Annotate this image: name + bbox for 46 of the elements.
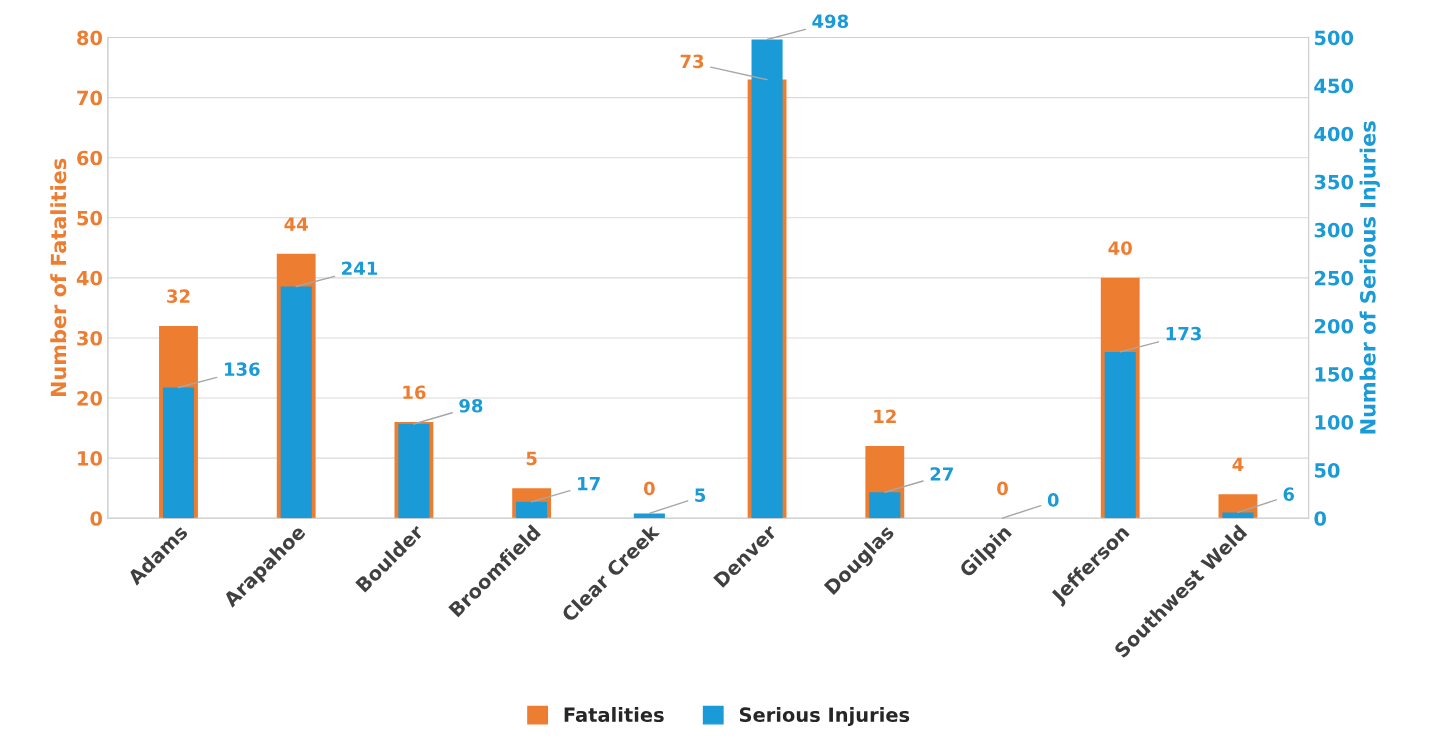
data-label: 0 bbox=[643, 481, 655, 496]
data-label: 173 bbox=[1166, 326, 1201, 341]
y-tick-label: 50 bbox=[77, 210, 103, 226]
data-label: 32 bbox=[167, 289, 190, 303]
data-label: 498 bbox=[812, 14, 849, 29]
y2-tick-label: 100 bbox=[1315, 415, 1354, 430]
data-label: 241 bbox=[342, 261, 378, 275]
data-label: 4 bbox=[1232, 457, 1244, 471]
y2-tick-label: 400 bbox=[1314, 126, 1354, 142]
y2-tick-label: 50 bbox=[1314, 463, 1340, 478]
data-label: 44 bbox=[284, 217, 308, 231]
data-label: 0 bbox=[1047, 493, 1059, 507]
data-label: 5 bbox=[695, 488, 706, 502]
y2-tick-label: 150 bbox=[1315, 366, 1354, 382]
y2-axis-title: Number of Serious Injuries bbox=[1359, 121, 1380, 434]
y-axis-title: Number of Fatalities bbox=[50, 158, 67, 397]
bar bbox=[1222, 512, 1254, 519]
y2-tick-label: 350 bbox=[1314, 174, 1354, 190]
y-tick-label: 40 bbox=[76, 270, 103, 286]
data-label: 27 bbox=[930, 467, 953, 481]
data-label: 12 bbox=[874, 409, 896, 423]
bar bbox=[633, 513, 665, 519]
y-tick-label: 10 bbox=[78, 451, 103, 466]
data-label: 73 bbox=[680, 54, 704, 69]
y-tick-label: 0 bbox=[90, 511, 103, 526]
data-label: 40 bbox=[1108, 241, 1132, 255]
data-label: 17 bbox=[578, 477, 600, 491]
y-tick-label: 60 bbox=[77, 150, 103, 166]
y2-tick-label: 200 bbox=[1314, 318, 1354, 334]
y-tick-label: 70 bbox=[77, 90, 103, 106]
data-label: 6 bbox=[1283, 487, 1294, 501]
data-label: 16 bbox=[403, 385, 426, 400]
y-tick-label: 80 bbox=[77, 30, 103, 46]
y2-tick-label: 0 bbox=[1314, 511, 1327, 526]
y2-tick-label: 250 bbox=[1314, 270, 1354, 286]
y2-tick-label: 500 bbox=[1314, 30, 1354, 46]
legend-label: Serious Injuries bbox=[739, 707, 910, 726]
legend-label: Fatalities bbox=[564, 707, 664, 723]
data-label: 136 bbox=[224, 362, 260, 377]
data-label: 5 bbox=[526, 451, 537, 466]
y-tick-label: 30 bbox=[77, 330, 103, 346]
data-label: 98 bbox=[459, 398, 483, 413]
y2-tick-label: 300 bbox=[1314, 222, 1354, 238]
y-tick-label: 20 bbox=[77, 390, 103, 406]
data-label: 0 bbox=[997, 481, 1008, 496]
y2-tick-label: 450 bbox=[1314, 78, 1354, 94]
